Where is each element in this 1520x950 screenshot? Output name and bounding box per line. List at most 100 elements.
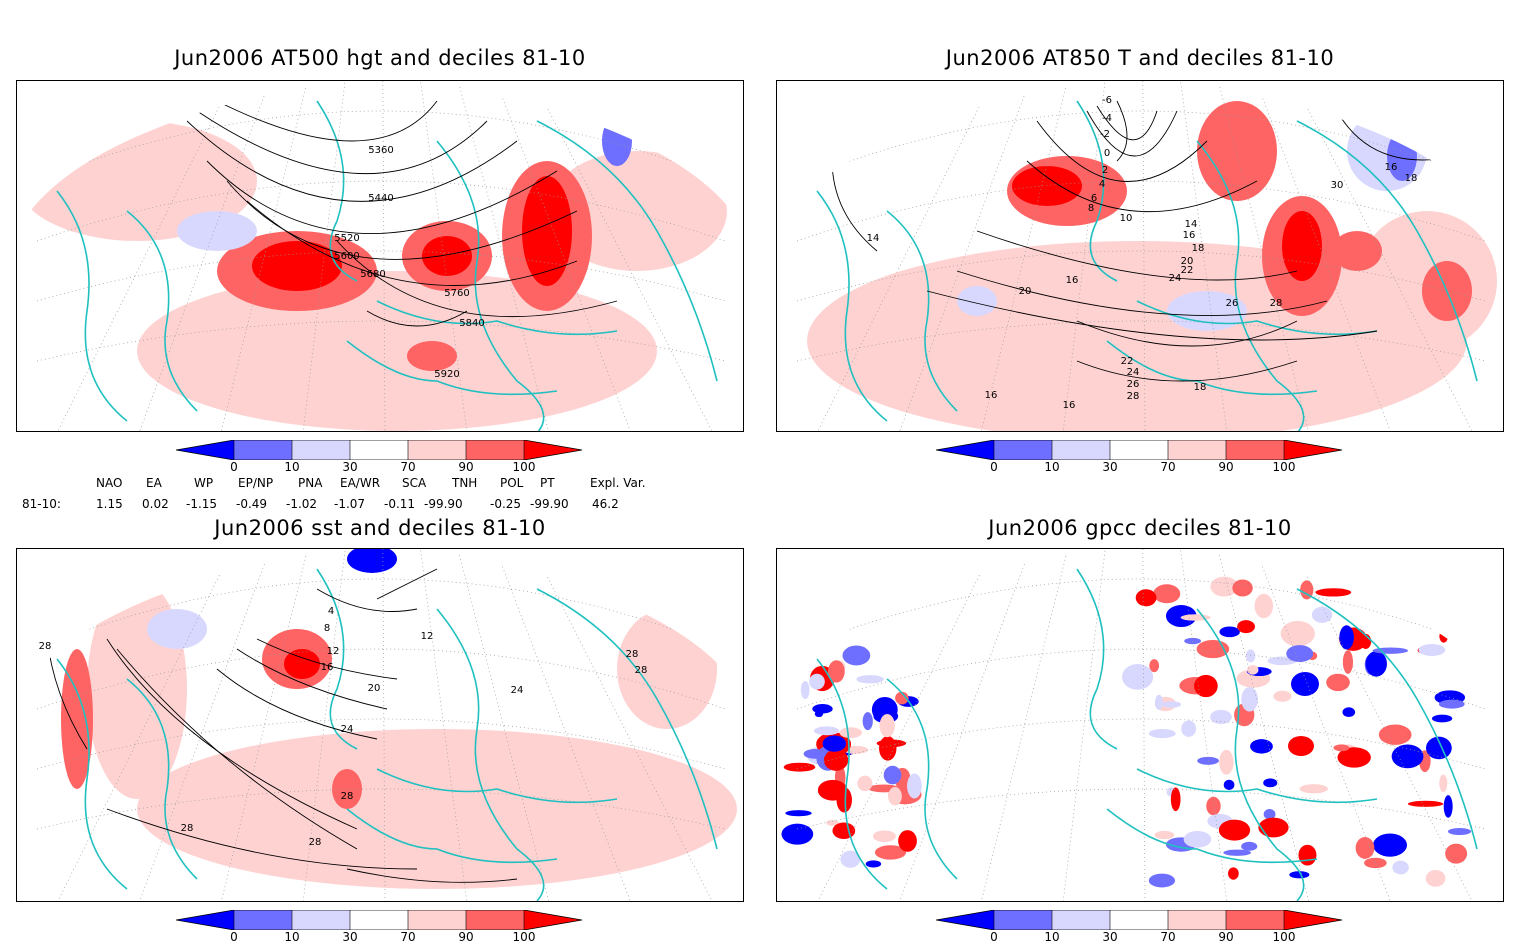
anomaly-region xyxy=(347,549,397,573)
colorbar-swatch xyxy=(994,440,1052,460)
latitude-line xyxy=(36,718,726,770)
contour-line xyxy=(976,230,1298,281)
anomaly-region xyxy=(862,712,873,731)
anomaly-region xyxy=(1219,626,1240,638)
anomaly-region xyxy=(857,775,873,792)
anomaly-region xyxy=(1364,857,1387,869)
anomaly-region xyxy=(1288,736,1314,756)
anomaly-region xyxy=(783,762,816,772)
contour-line xyxy=(226,180,578,260)
coastline xyxy=(816,190,888,422)
anomaly-region xyxy=(1286,645,1314,663)
anomaly-region xyxy=(1311,606,1333,623)
contour-line xyxy=(216,668,378,740)
anomaly-region xyxy=(1148,873,1176,888)
coastline xyxy=(436,140,545,431)
colorbar-sst: 0 10 30 70 90 100 xyxy=(176,910,596,950)
anomaly-region xyxy=(1181,720,1197,737)
index-header: WP xyxy=(194,476,214,490)
anomaly-region xyxy=(895,691,909,705)
index-value: 46.2 xyxy=(592,497,619,511)
coastline xyxy=(346,808,558,864)
colorbar-swatch xyxy=(1052,440,1110,460)
anomaly-region xyxy=(840,850,861,868)
index-value: 1.15 xyxy=(96,497,123,511)
anomaly-region xyxy=(1170,787,1181,812)
panel-title-sst: Jun2006 sst and deciles 81-10 xyxy=(214,516,546,540)
colorbar-tick: 0 xyxy=(230,460,238,474)
colorbar-swatch xyxy=(1168,910,1226,930)
longitude-line xyxy=(981,549,1068,901)
anomaly-region xyxy=(828,660,845,683)
contour-label: 5920 xyxy=(434,369,459,380)
contour-label: 28 xyxy=(1127,391,1140,402)
latitude-line xyxy=(796,718,1486,770)
colorbar-outline xyxy=(176,910,583,930)
colorbar-tick: 30 xyxy=(342,460,358,474)
coastline xyxy=(376,768,618,804)
coastline xyxy=(1106,808,1318,864)
longitude-line xyxy=(1217,81,1309,431)
longitude-line xyxy=(420,81,468,431)
contour-label: 28 xyxy=(181,823,194,834)
contour-line xyxy=(236,648,388,710)
latitude-line xyxy=(36,250,726,302)
anomaly-region xyxy=(826,819,839,826)
contour-label: 14 xyxy=(1185,219,1198,230)
coastline xyxy=(346,340,558,396)
contour-label: 5760 xyxy=(444,288,469,299)
contour-label: 24 xyxy=(1127,367,1140,378)
colorbar-tick: 90 xyxy=(1218,930,1234,944)
contour-label: 24 xyxy=(1169,273,1182,284)
colorbar-swatch xyxy=(1110,910,1168,930)
colorbar-swatch xyxy=(234,910,292,930)
anomaly-region xyxy=(781,823,814,845)
coastline xyxy=(126,678,198,880)
anomaly-region xyxy=(842,645,871,666)
index-header: EA xyxy=(146,476,162,490)
anomaly-region xyxy=(1247,665,1259,675)
anomaly-region xyxy=(1273,690,1292,702)
anomaly-region xyxy=(1418,644,1446,656)
contour-label: 4 xyxy=(328,606,334,617)
anomaly-region xyxy=(1245,649,1256,663)
anomaly-region xyxy=(332,769,362,809)
contour-line xyxy=(316,588,418,612)
anomaly-region xyxy=(817,779,848,801)
contour-line xyxy=(1096,105,1158,141)
anomaly-region xyxy=(1333,744,1350,752)
longitude-line xyxy=(1062,549,1106,901)
anomaly-region xyxy=(61,649,93,789)
longitude-line xyxy=(457,81,549,431)
anomaly-region xyxy=(832,822,856,840)
colorbar-tick: 100 xyxy=(512,460,536,474)
coastline xyxy=(56,658,128,890)
contour-label: -2 xyxy=(1100,129,1110,140)
colorbar-tick: 30 xyxy=(1102,930,1118,944)
anomaly-region xyxy=(1254,593,1274,619)
anomaly-region xyxy=(1219,749,1234,775)
map-mask xyxy=(777,549,1503,699)
contour-label: 5440 xyxy=(368,193,393,204)
index-value: -1.15 xyxy=(186,497,218,511)
anomaly-region xyxy=(1223,849,1252,856)
anomaly-region xyxy=(1153,584,1181,604)
colorbar-swatch xyxy=(1226,910,1284,930)
index-header: EP/NP xyxy=(238,476,274,490)
index-header: EA/WR xyxy=(340,476,381,490)
colorbar-outline xyxy=(936,440,1343,460)
anomaly-region xyxy=(1438,699,1465,709)
coastline xyxy=(376,300,618,336)
anomaly-region xyxy=(1355,837,1375,859)
colorbar-swatch xyxy=(1168,440,1226,460)
anomaly-region xyxy=(1263,809,1276,820)
anomaly-region xyxy=(865,860,882,868)
colorbar-tick: 100 xyxy=(1272,930,1296,944)
index-value: -0.11 xyxy=(384,497,416,511)
anomaly-region xyxy=(1425,869,1446,887)
longitude-line xyxy=(899,549,1031,901)
longitude-line xyxy=(1180,81,1228,431)
anomaly-region xyxy=(1280,620,1315,647)
anomaly-region xyxy=(813,726,840,736)
